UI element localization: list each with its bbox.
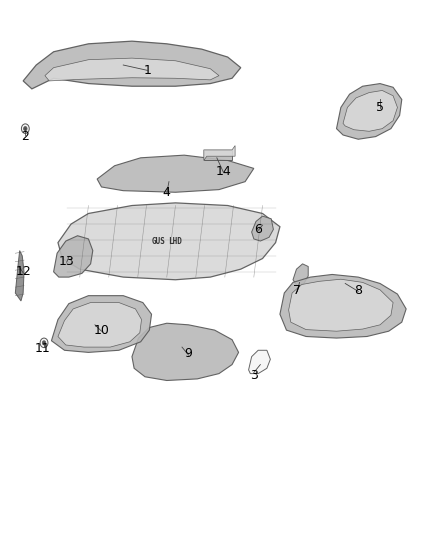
Polygon shape: [204, 146, 235, 160]
Text: LHD: LHD: [169, 237, 182, 246]
Polygon shape: [51, 296, 152, 352]
Ellipse shape: [21, 124, 29, 133]
Text: 3: 3: [250, 369, 258, 382]
Text: 8: 8: [354, 284, 362, 297]
Text: 12: 12: [15, 265, 31, 278]
Polygon shape: [15, 251, 24, 301]
Polygon shape: [336, 84, 402, 139]
Text: 5: 5: [376, 101, 384, 114]
Text: 1: 1: [143, 64, 151, 77]
Polygon shape: [289, 279, 393, 331]
Text: 11: 11: [35, 342, 51, 355]
Polygon shape: [132, 323, 239, 381]
Text: 6: 6: [254, 223, 262, 236]
Polygon shape: [23, 41, 241, 89]
Text: 2: 2: [21, 130, 29, 143]
Polygon shape: [97, 155, 254, 192]
Text: 14: 14: [215, 165, 231, 177]
Polygon shape: [58, 203, 280, 280]
Polygon shape: [53, 236, 93, 277]
Polygon shape: [45, 58, 219, 81]
Ellipse shape: [42, 341, 46, 345]
Text: 7: 7: [293, 284, 301, 297]
Text: 9: 9: [184, 348, 192, 360]
Polygon shape: [249, 350, 270, 374]
Polygon shape: [280, 274, 406, 338]
Polygon shape: [293, 264, 308, 286]
Text: 13: 13: [59, 255, 74, 268]
Polygon shape: [58, 303, 141, 347]
Text: 4: 4: [163, 186, 171, 199]
Polygon shape: [343, 91, 397, 131]
Polygon shape: [204, 150, 232, 160]
Text: 10: 10: [94, 324, 110, 337]
Polygon shape: [252, 216, 273, 241]
Ellipse shape: [40, 338, 48, 348]
Text: GUS: GUS: [151, 237, 165, 246]
Ellipse shape: [24, 126, 27, 131]
